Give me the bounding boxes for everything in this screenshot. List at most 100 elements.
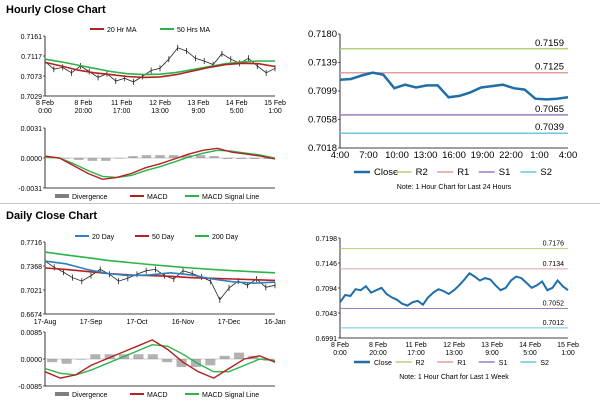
hourly-macd-divergence-bar [114, 158, 125, 159]
daily-price-ma50-line [44, 267, 276, 282]
hourly-levels-x-tick: 7:00 [359, 150, 378, 161]
hourly-macd-y-tick: -0.0031 [18, 186, 42, 193]
hourly-price-legend-ma20-label: 20 Hr MA [107, 27, 137, 34]
section-divider [0, 203, 600, 204]
daily-price-legend-20day-label: 20 Day [92, 234, 115, 241]
daily-macd-divergence-bar [75, 359, 86, 360]
hourly-macd-divergence-bar [182, 155, 192, 158]
hourly-levels-level-label: 0.7125 [535, 62, 564, 73]
hourly-levels-x-tick: 1:00 [530, 150, 549, 161]
daily-levels-x-tick: 9:00 [485, 350, 499, 357]
hourly-levels-x-tick: 4:00 [559, 150, 578, 161]
daily-levels-y-tick: 0.6991 [316, 336, 338, 343]
daily-levels-close-line [339, 271, 569, 307]
hourly-macd-divergence-bar [209, 156, 219, 158]
hourly-price-x-tick: 1:00 [268, 108, 282, 115]
hourly-price-legend-ma50-label: 50 Hrs MA [177, 27, 210, 34]
daily-macd-legend-divergence-swatch [55, 392, 69, 396]
hourly-levels-x-tick: 13:00 [414, 150, 438, 161]
daily-macd-y-tick: -0.0085 [18, 384, 42, 391]
daily-levels-legend-label: R2 [416, 360, 425, 367]
hourly-price-x-tick: 20:00 [75, 108, 93, 115]
daily-levels-y-tick: 0.7146 [316, 261, 338, 268]
daily-levels-legend-label: R1 [457, 360, 466, 367]
hourly-levels-level-label: 0.7065 [535, 104, 564, 115]
daily-levels-x-tick: 1:00 [561, 350, 575, 357]
daily-macd-divergence-bar [61, 359, 72, 364]
daily-levels-y-tick: 0.7094 [316, 286, 338, 293]
hourly-price-x-tick: 12 Feb [149, 100, 171, 107]
hourly-macd-divergence-bar [101, 158, 111, 161]
hourly-price-x-tick: 11 Feb [111, 100, 132, 107]
hourly-macd-divergence-bar [128, 156, 138, 158]
hourly-levels-x-tick: 22:00 [499, 150, 523, 161]
daily-macd-divergence-bar [104, 354, 115, 359]
hourly-price-y-tick: 0.7161 [21, 34, 43, 41]
daily-levels-x-tick: 13:00 [445, 350, 463, 357]
hourly-macd-legend-macd-label: MACD [147, 194, 168, 201]
daily-levels-x-tick: 14 Feb [519, 342, 541, 349]
daily-macd-divergence-bar [133, 354, 144, 359]
daily-macd-y-tick: 0.0000 [21, 357, 43, 364]
hourly-price-y-tick: 0.7073 [21, 74, 43, 81]
daily-levels-level-label: 0.7134 [543, 261, 565, 268]
hourly-levels-x-tick: 19:00 [471, 150, 495, 161]
hourly-macd-divergence-bar [236, 158, 246, 159]
hourly-levels-y-tick: 0.7099 [308, 86, 337, 97]
hourly-levels-legend-label: S1 [499, 167, 511, 178]
hourly-price-x-tick: 13:00 [151, 108, 169, 115]
hourly-levels-y-tick: 0.7018 [308, 143, 337, 154]
hourly-macd-legend-divergence-label: Divergence [72, 194, 108, 201]
hourly-levels-close-line [339, 71, 569, 101]
daily-macd-divergence-bar [234, 352, 245, 359]
daily-macd-divergence-bar [90, 354, 101, 359]
hourly-macd-divergence-bar [155, 155, 165, 158]
daily-price-x-tick: 16-Nov [172, 319, 195, 326]
daily-levels-note: Note: 1 Hour Chart for Last 1 Week [399, 374, 509, 381]
daily-price-x-tick: 17-Aug [34, 319, 57, 326]
hourly-price-y-tick: 0.7029 [21, 94, 43, 101]
daily-macd-divergence-bar [162, 359, 173, 363]
hourly-levels-legend-label: S2 [540, 167, 552, 178]
hourly-macd-y-tick: 0.0031 [21, 126, 43, 133]
hourly-price-x-tick: 9:00 [192, 108, 206, 115]
daily-macd-signal-line [44, 343, 276, 376]
daily-price-x-tick: 17-Dec [218, 319, 241, 326]
hourly-macd-divergence-bar [249, 158, 260, 159]
hourly-macd-divergence-bar [141, 155, 152, 158]
daily-levels-x-tick: 8 Feb [331, 342, 349, 349]
hourly-macd-signal-line [44, 149, 276, 179]
hourly-macd-legend-signal-label: MACD Signal Line [202, 194, 259, 201]
hourly-levels-legend-label: R2 [416, 167, 428, 178]
hourly-price-x-tick: 8 Feb [36, 100, 54, 107]
hourly-levels-y-tick: 0.7058 [308, 115, 337, 126]
hourly-levels-legend-label: Close [374, 167, 398, 178]
daily-levels-x-tick: 8 Feb [369, 342, 387, 349]
daily-price-x-tick: 17-Sep [80, 319, 103, 326]
hourly-macd-divergence-bar [222, 158, 233, 159]
hourly-levels-level-label: 0.7159 [535, 38, 564, 49]
hourly-price-x-tick: 15 Feb [264, 100, 286, 107]
daily-levels-x-tick: 20:00 [369, 350, 387, 357]
hourly-price-x-tick: 17:00 [113, 108, 131, 115]
hourly-levels-x-tick: 10:00 [385, 150, 409, 161]
daily-levels-y-tick: 0.7043 [316, 311, 338, 318]
daily-macd-divergence-bar [205, 359, 216, 366]
hourly-macd-y-tick: 0.0000 [21, 156, 43, 163]
hourly-section-title: Hourly Close Chart [6, 4, 106, 16]
daily-levels-x-tick: 5:00 [523, 350, 537, 357]
daily-price-x-tick: 17-Oct [126, 319, 147, 326]
daily-levels-level-label: 0.7012 [543, 320, 565, 327]
hourly-macd-divergence-bar [168, 155, 179, 158]
hourly-price-ma20-line [44, 61, 276, 79]
hourly-macd-legend-divergence-swatch [55, 194, 69, 198]
daily-price-y-tick: 0.7368 [21, 264, 43, 271]
daily-macd-macd-line [44, 339, 276, 379]
daily-levels-x-tick: 0:00 [333, 350, 347, 357]
daily-levels-level-label: 0.7052 [543, 301, 565, 308]
daily-levels-x-tick: 13 Feb [481, 342, 503, 349]
daily-price-ma20-line [44, 260, 276, 285]
daily-levels-y-tick: 0.7198 [316, 236, 338, 243]
hourly-macd-divergence-bar [263, 158, 273, 159]
